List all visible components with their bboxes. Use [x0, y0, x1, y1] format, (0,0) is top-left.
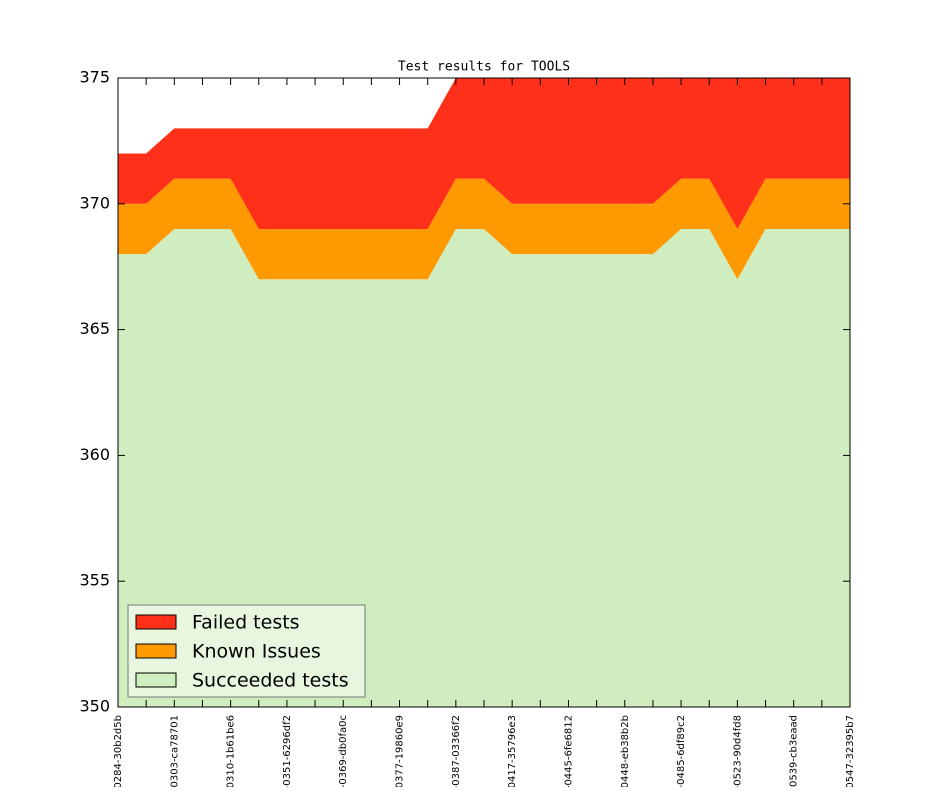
legend-swatch [135, 672, 177, 688]
y-tick-label: 370 [79, 193, 110, 212]
y-tick-label: 375 [79, 68, 110, 87]
legend-swatch [135, 614, 177, 630]
x-tick-label: 0448-eb38b2b [620, 715, 631, 787]
y-tick-label: 350 [79, 697, 110, 716]
legend-label: Known Issues [192, 641, 321, 663]
legend-label: Failed tests [192, 612, 300, 634]
x-tick-label: 0417-35796e3 [507, 715, 518, 787]
x-tick-label: -0369-db0fa0c [338, 715, 349, 787]
x-tick-label: -0523-90d4fd8 [732, 715, 743, 787]
area [118, 228, 850, 707]
chart-title: Test results for TOOLS [398, 60, 570, 75]
y-tick-label: 360 [79, 445, 110, 464]
y-tick-label: 355 [79, 571, 110, 590]
area [118, 178, 850, 280]
x-tick-label: 0547-32395b7 [845, 715, 856, 787]
x-tick-label: 0284-30b2d5b [113, 715, 124, 787]
x-tick-label: -0351-6296df2 [282, 715, 293, 787]
plot-areas [118, 78, 850, 707]
x-tick-label: -0387-03366f2 [451, 715, 462, 787]
x-tick-label: -0485-6df89c2 [676, 715, 687, 787]
y-tick-label: 365 [79, 319, 110, 338]
x-tick-label: 0377-19860e9 [395, 715, 406, 787]
x-tick-label: 0310-1b61be6 [226, 715, 237, 787]
x-tick-label: -0445-6fe6812 [563, 715, 574, 787]
legend-swatch [135, 643, 177, 659]
x-tick-label: 0303-ca78701 [169, 715, 180, 787]
legend-label: Succeeded tests [192, 670, 349, 692]
area [118, 78, 850, 229]
x-tick-label: 0539-cb3eaad [789, 715, 800, 787]
